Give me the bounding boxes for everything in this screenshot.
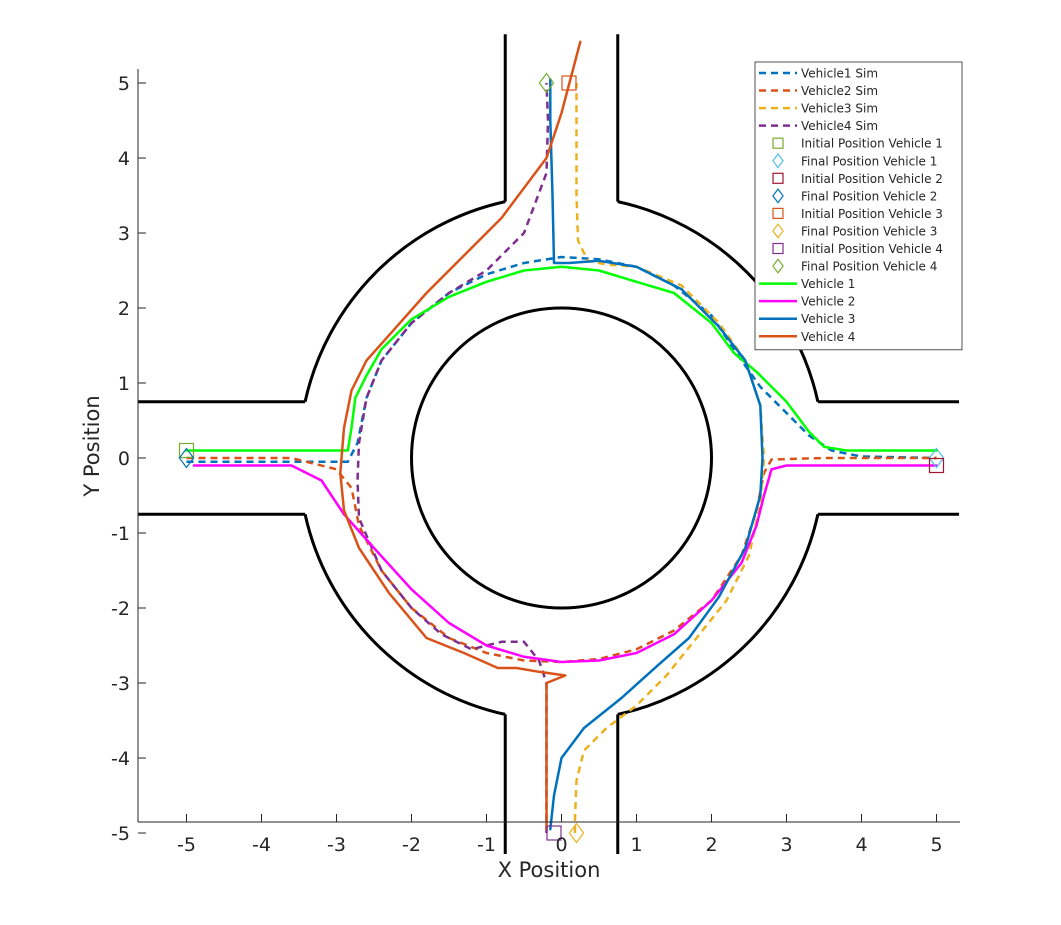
legend-item-vehicle3-sim: Vehicle3 Sim bbox=[759, 102, 878, 116]
x-tick-label: -2 bbox=[402, 834, 421, 856]
legend-label: Vehicle2 Sim bbox=[801, 84, 878, 98]
legend-item-vehicle1-sim: Vehicle1 Sim bbox=[759, 67, 878, 81]
legend-swatch bbox=[772, 242, 784, 255]
legend-label: Vehicle 2 bbox=[801, 295, 855, 309]
x-tick-label: -4 bbox=[252, 834, 271, 856]
legend-label: Vehicle4 Sim bbox=[801, 119, 878, 133]
y-tick-label: 4 bbox=[118, 148, 130, 170]
legend-label: Final Position Vehicle 1 bbox=[801, 154, 937, 168]
legend-item-final-position-vehicle-2: Final Position Vehicle 2 bbox=[772, 188, 937, 204]
y-tick-label: -2 bbox=[111, 598, 130, 620]
outer-ring-arc-se bbox=[617, 513, 820, 716]
x-tick-label: 4 bbox=[855, 834, 867, 856]
y-tick-label: 3 bbox=[118, 223, 130, 245]
legend-item-vehicle2-sim: Vehicle2 Sim bbox=[759, 84, 878, 98]
series-vehicle3-sim bbox=[573, 83, 766, 833]
y-axis-label: Y Position bbox=[80, 395, 104, 497]
y-tick-label: 5 bbox=[118, 73, 130, 95]
legend-label: Vehicle 3 bbox=[801, 312, 855, 326]
legend-item-initial-position-vehicle-4: Initial Position Vehicle 4 bbox=[772, 242, 943, 256]
legend-swatch bbox=[772, 258, 784, 274]
legend-label: Vehicle3 Sim bbox=[801, 102, 878, 116]
series-vehicle-4 bbox=[339, 40, 582, 831]
legend-swatch bbox=[772, 207, 784, 219]
y-tick-label: 2 bbox=[118, 298, 130, 320]
legend-label: Initial Position Vehicle 1 bbox=[801, 137, 943, 151]
y-tick-label: -4 bbox=[111, 748, 130, 770]
legend-item-final-position-vehicle-1: Final Position Vehicle 1 bbox=[772, 153, 937, 169]
legend-item-final-position-vehicle-3: Final Position Vehicle 3 bbox=[772, 223, 937, 239]
outer-ring-arc-sw bbox=[303, 513, 506, 716]
marker-initial-position-vehicle-1 bbox=[178, 442, 195, 459]
tick-labels: -5 -4 -3 -2 -1 0 1 2 3 4 5 -5 -4 -3 -2 -1 0 1 2 3 4 5 bbox=[111, 73, 943, 856]
marker-initial-position-vehicle-3 bbox=[561, 75, 577, 91]
x-tick-label: 1 bbox=[630, 834, 642, 856]
outer-ring-arc-ne bbox=[617, 200, 820, 403]
x-tick-label: -1 bbox=[477, 834, 496, 856]
x-tick-label: -3 bbox=[327, 834, 346, 856]
marker-final-position-vehicle-1 bbox=[928, 447, 945, 469]
legend-label: Initial Position Vehicle 3 bbox=[801, 207, 943, 221]
legend-label: Final Position Vehicle 3 bbox=[801, 224, 937, 238]
road-layout bbox=[137, 34, 959, 854]
legend-item-vehicle-2: Vehicle 2 bbox=[759, 295, 855, 309]
marker-initial-position-vehicle-2 bbox=[928, 457, 945, 474]
y-tick-label: -5 bbox=[111, 823, 130, 845]
legend-label: Vehicle1 Sim bbox=[801, 67, 878, 81]
x-tick-label: -5 bbox=[177, 834, 196, 856]
legend-item-vehicle4-sim: Vehicle4 Sim bbox=[759, 119, 878, 133]
legend-swatch bbox=[772, 188, 784, 204]
legend: Vehicle1 Sim Vehicle2 Sim Vehicle3 Sim Vehi… bbox=[754, 61, 963, 351]
series-vehicle1-sim bbox=[186, 255, 937, 464]
marker-final-position-vehicle-2 bbox=[178, 447, 195, 469]
y-tick-label: 1 bbox=[118, 373, 130, 395]
series-vehicle-3 bbox=[549, 78, 764, 831]
legend-label: Final Position Vehicle 2 bbox=[801, 189, 937, 203]
legend-item-vehicle-4: Vehicle 4 bbox=[759, 330, 855, 344]
legend-item-final-position-vehicle-4: Final Position Vehicle 4 bbox=[772, 258, 937, 274]
legend-swatch bbox=[772, 223, 784, 239]
y-tick-label: -1 bbox=[111, 523, 130, 545]
legend-item-vehicle-1: Vehicle 1 bbox=[759, 277, 855, 291]
x-tick-label: 5 bbox=[930, 834, 942, 856]
y-tick-label: -3 bbox=[111, 673, 130, 695]
series-vehicle4-sim bbox=[356, 82, 550, 833]
series-vehicle-1 bbox=[185, 265, 938, 452]
legend-item-initial-position-vehicle-2: Initial Position Vehicle 2 bbox=[772, 172, 943, 186]
marker-final-position-vehicle-3 bbox=[568, 822, 585, 844]
x-tick-label: 3 bbox=[780, 834, 792, 856]
x-tick-label: 0 bbox=[555, 834, 567, 856]
central-island bbox=[410, 306, 713, 610]
axes bbox=[137, 69, 960, 834]
y-tick-label: 0 bbox=[118, 448, 130, 470]
legend-label: Vehicle 1 bbox=[801, 277, 855, 291]
series-layer bbox=[178, 40, 945, 844]
legend-item-vehicle-3: Vehicle 3 bbox=[759, 312, 855, 326]
x-axis-label: X Position bbox=[498, 858, 601, 882]
legend-label: Final Position Vehicle 4 bbox=[801, 260, 937, 274]
legend-item-initial-position-vehicle-3: Initial Position Vehicle 3 bbox=[772, 207, 943, 221]
outer-ring-arc-nw bbox=[303, 200, 506, 403]
legend-label: Initial Position Vehicle 4 bbox=[801, 242, 943, 256]
legend-swatch bbox=[772, 172, 784, 184]
marker-initial-position-vehicle-4 bbox=[546, 825, 562, 841]
legend-item-initial-position-vehicle-1: Initial Position Vehicle 1 bbox=[772, 137, 943, 151]
marker-final-position-vehicle-4 bbox=[538, 72, 555, 94]
legend-swatch bbox=[772, 153, 784, 169]
x-tick-label: 2 bbox=[705, 834, 717, 856]
legend-label: Initial Position Vehicle 2 bbox=[801, 172, 943, 186]
legend-label: Vehicle 4 bbox=[801, 330, 855, 344]
legend-swatch bbox=[772, 137, 784, 149]
